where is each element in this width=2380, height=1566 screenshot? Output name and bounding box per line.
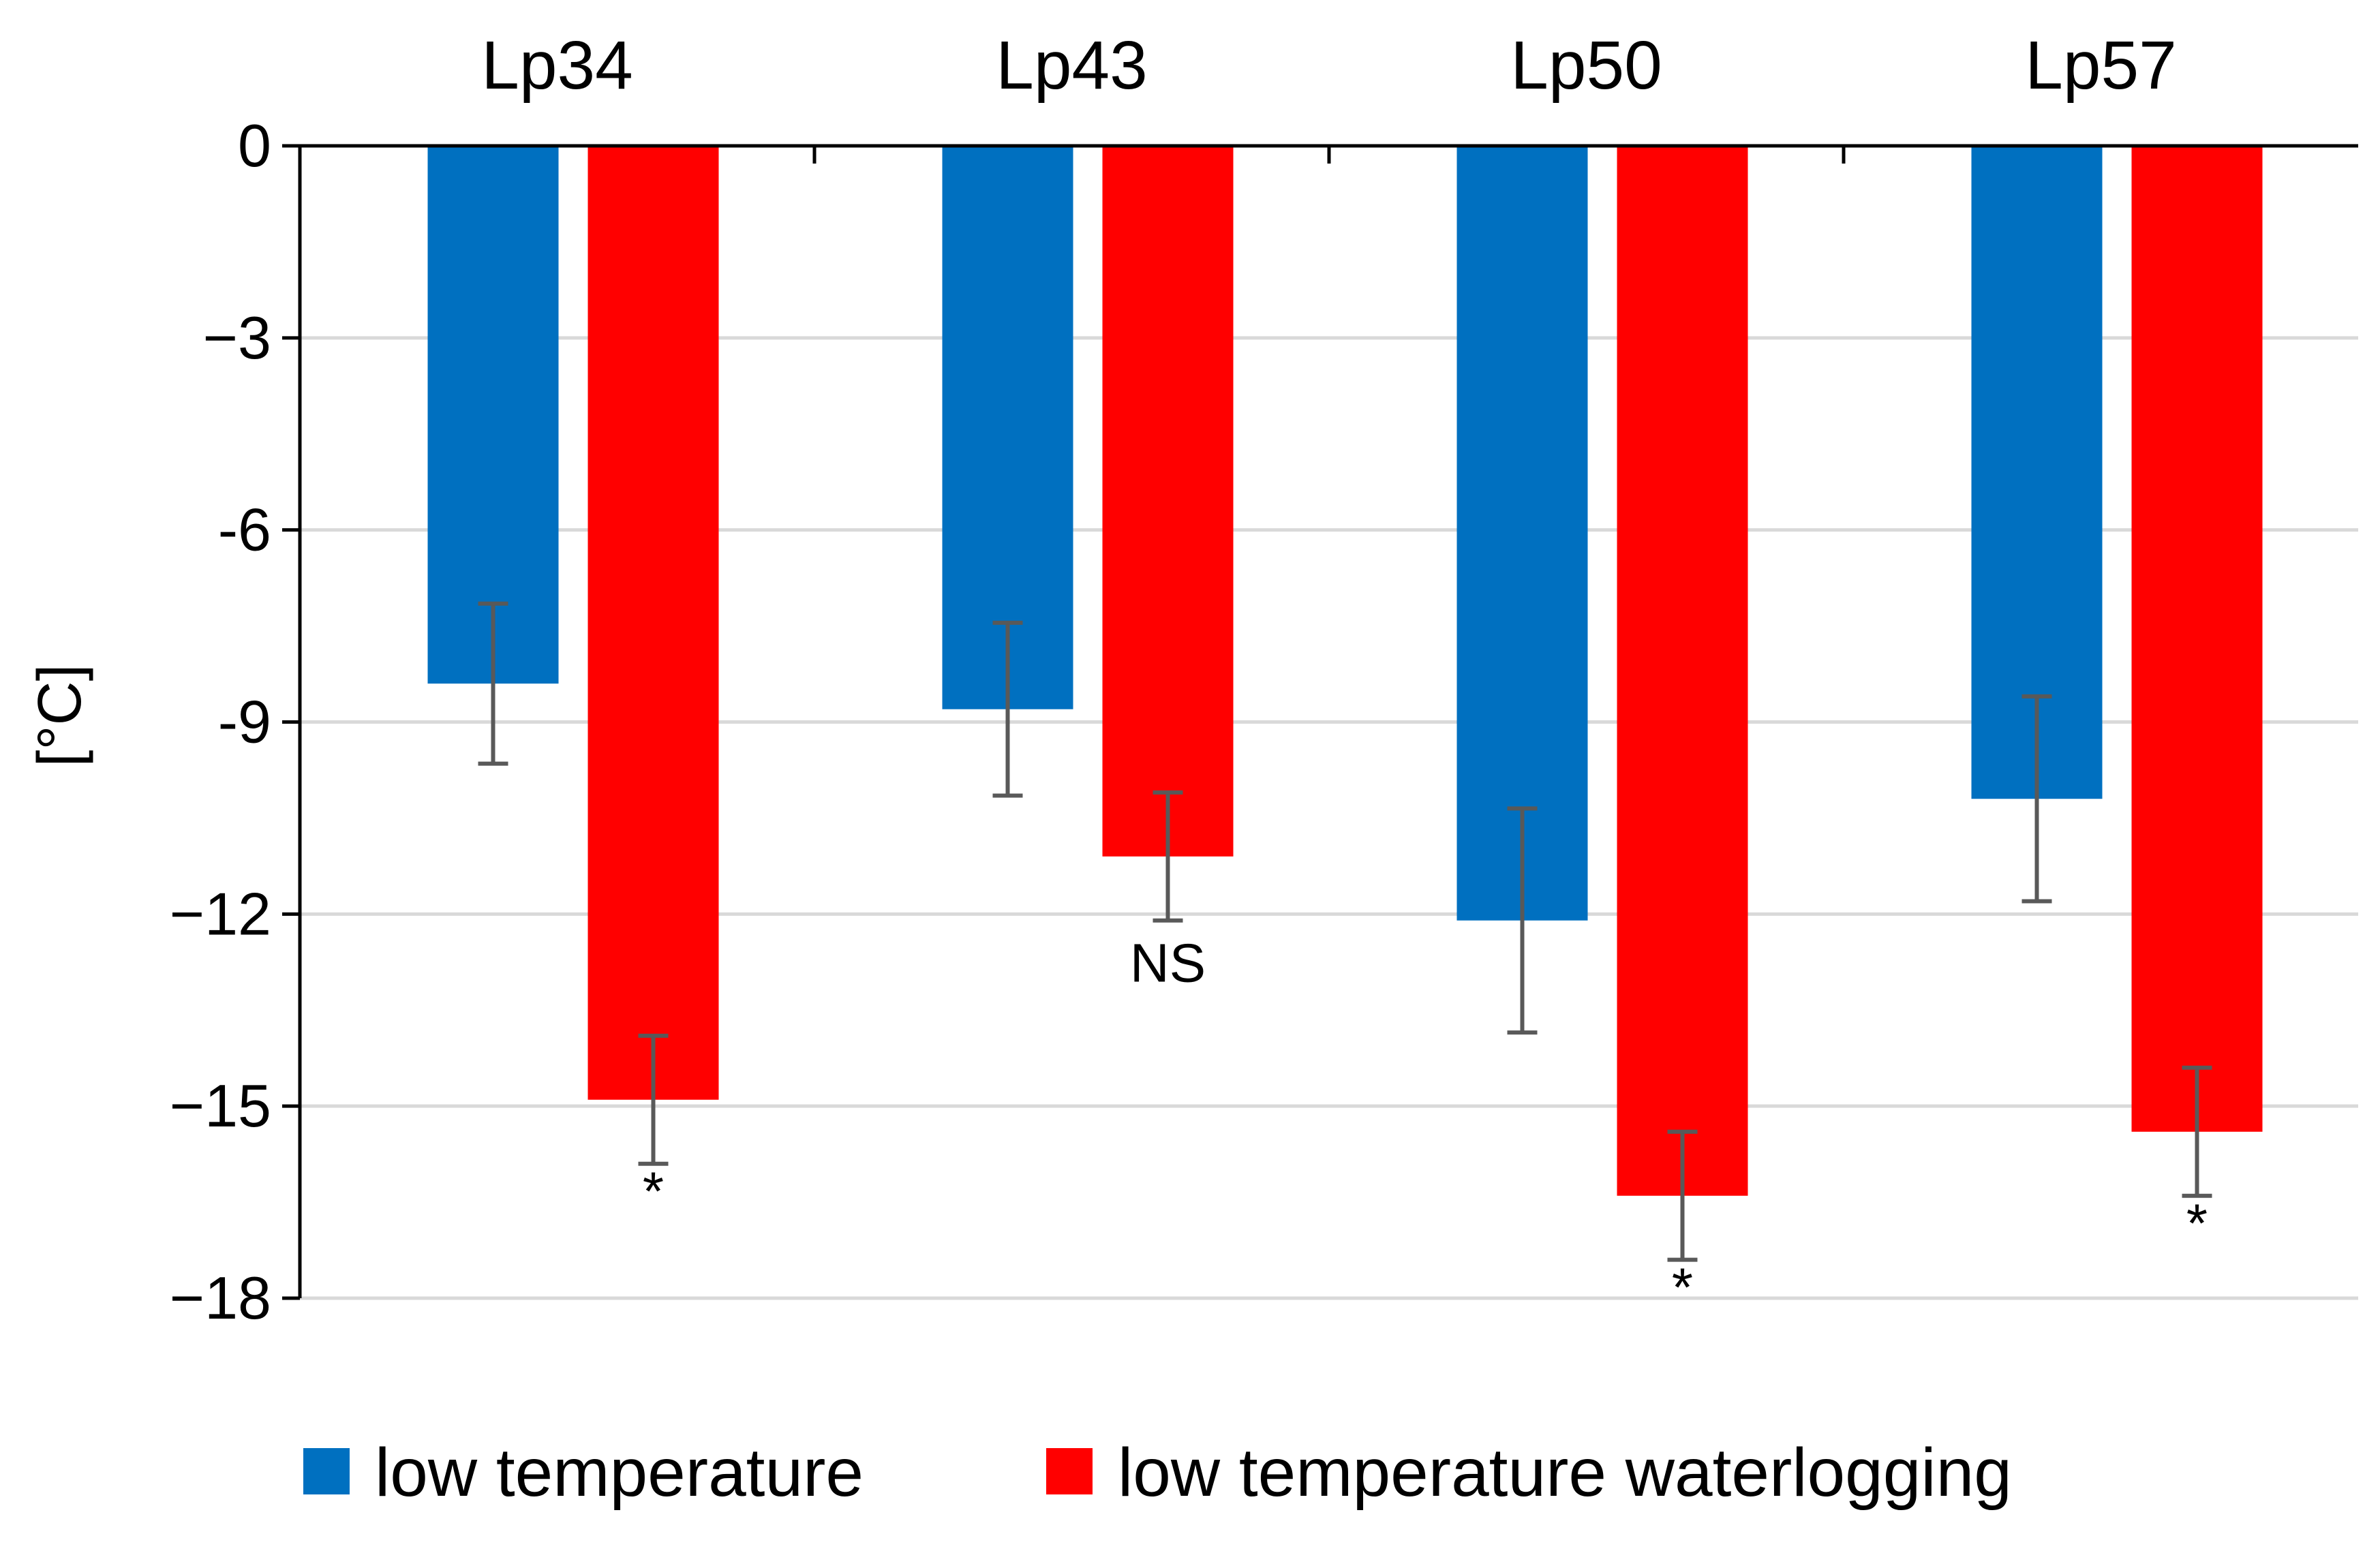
category-label: Lp57 (2025, 27, 2176, 104)
bar-low-temperature (1971, 146, 2103, 799)
category-label: Lp50 (1510, 27, 1662, 104)
y-tick-label: −15 (170, 1072, 271, 1139)
significance-label: * (2186, 1193, 2208, 1254)
legend-swatch (303, 1448, 350, 1494)
category-label: Lp34 (481, 27, 632, 104)
y-tick-label: −12 (170, 880, 271, 947)
y-tick-label: −3 (203, 304, 271, 371)
category-labels: Lp34 Lp43 Lp50 Lp57 (481, 27, 2176, 104)
bar-low-temperature (1456, 146, 1588, 921)
y-tick-label: −18 (170, 1264, 271, 1332)
significance-label: * (1672, 1257, 1693, 1318)
bar-low-temperature-waterlogging (588, 146, 719, 1100)
error-bars-group (478, 601, 2212, 1262)
significance-label: * (643, 1161, 664, 1222)
legend-label: low temperature (375, 1434, 864, 1511)
significance-annotations: * NS * * (643, 933, 2208, 1318)
bar-low-temperature-waterlogging (2131, 146, 2263, 1132)
bar-low-temperature (427, 146, 559, 684)
y-tick-label: -9 (218, 688, 271, 756)
legend-label: low temperature waterlogging (1118, 1434, 2012, 1511)
category-label: Lp43 (996, 27, 1147, 104)
bar-low-temperature-waterlogging (1617, 146, 1748, 1196)
bar-low-temperature-waterlogging (1102, 146, 1234, 857)
legend-swatch (1046, 1448, 1093, 1494)
y-axis-label: [°C] (26, 664, 94, 767)
y-tick-label: 0 (238, 112, 271, 179)
significance-label: NS (1130, 933, 1206, 994)
y-tick-labels: 0 −3 -6 -9 −12 −15 −18 (170, 112, 271, 1332)
axes-group (282, 144, 2358, 1300)
legend: low temperature low temperature waterlogg… (303, 1434, 2012, 1511)
y-tick-label: -6 (218, 496, 271, 564)
bars-group (427, 146, 2263, 1196)
bar-low-temperature (942, 146, 1073, 709)
